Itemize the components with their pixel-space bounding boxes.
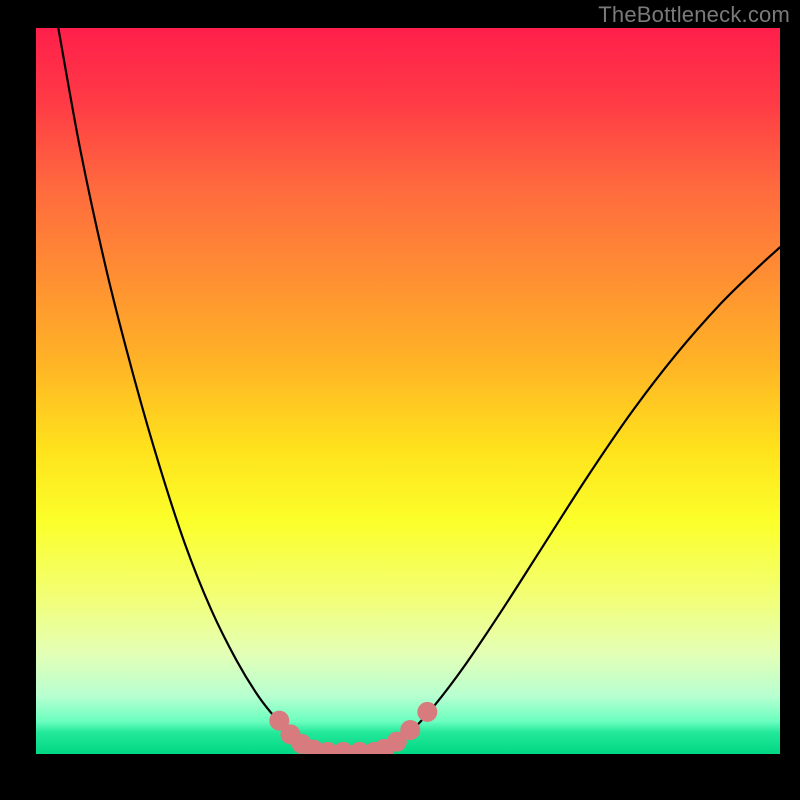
chart-plot-area — [36, 28, 780, 754]
watermark-text: TheBottleneck.com — [598, 2, 790, 28]
curve-marker — [417, 702, 437, 722]
curve-marker — [400, 720, 420, 740]
curve-right — [377, 247, 780, 752]
bottleneck-curve — [36, 28, 780, 754]
curve-markers — [269, 702, 437, 754]
curve-left — [58, 28, 320, 752]
